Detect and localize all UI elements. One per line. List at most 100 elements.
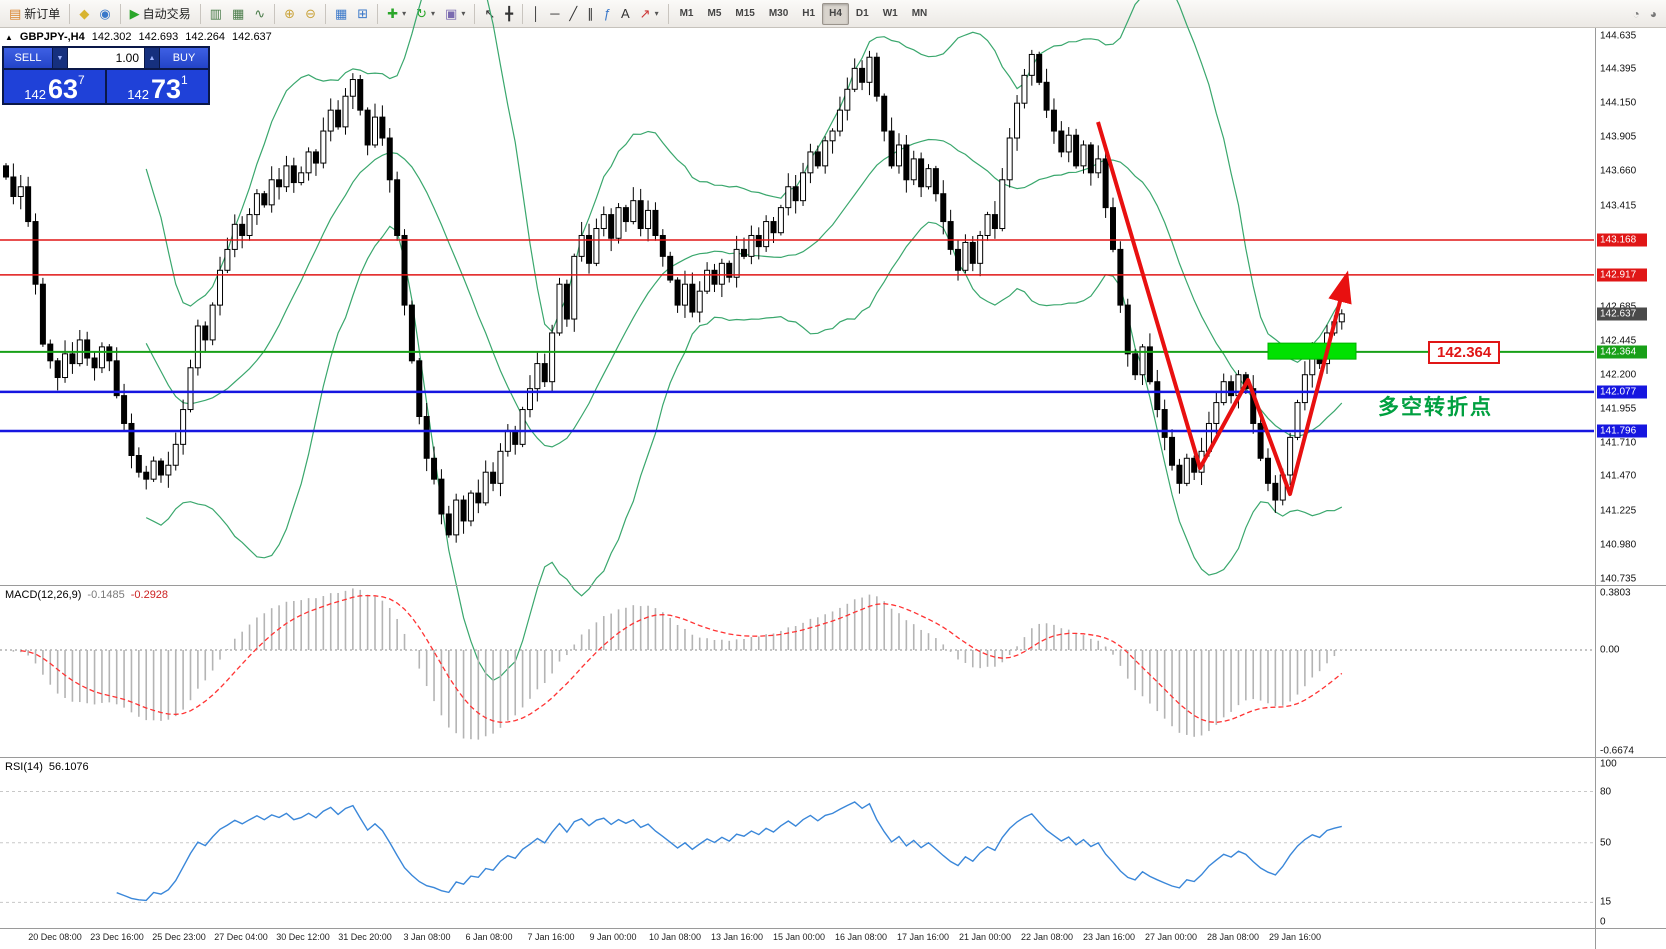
sell-price-base: 142 [24, 87, 46, 102]
candlestick [895, 133, 902, 174]
arrows-icon: ↗ [639, 6, 651, 21]
indicators-icon[interactable]: ✚ ▾ [382, 2, 411, 26]
volume-input[interactable]: 1.00 [68, 48, 144, 68]
new-order-button[interactable]: ▤ 新订单 [4, 2, 65, 26]
zoom-out-icon[interactable]: ⊖ [300, 2, 321, 26]
candlestick [394, 171, 401, 241]
volume-up-button[interactable]: ▲ [145, 48, 159, 68]
candlestick [1272, 475, 1279, 513]
highlight-rectangle[interactable] [1267, 342, 1357, 360]
timeframe-button-h4[interactable]: H4 [822, 2, 849, 25]
sell-price-button[interactable]: 142 63 7 [4, 70, 105, 103]
rsi-scale-label: 100 [1600, 758, 1617, 770]
compass-icon[interactable]: ◆ [74, 2, 94, 26]
timeframe-button-m15[interactable]: M15 [735, 8, 755, 19]
timeframe-button-m1[interactable]: M1 [679, 8, 694, 19]
candlestick [1213, 392, 1220, 434]
candlestick [1132, 349, 1139, 381]
zoom-in-icon[interactable]: ⊕ [279, 2, 300, 26]
crosshair-icon[interactable]: ╋ [500, 2, 518, 26]
buy-price-button[interactable]: 142 73 1 [107, 70, 208, 103]
caret-down-icon[interactable]: ▾ [402, 9, 407, 18]
candlestick [667, 251, 674, 283]
timeframe-button-m30[interactable]: M30 [768, 8, 789, 19]
caret-down-icon[interactable]: ▾ [431, 9, 436, 18]
candlestick [1087, 142, 1094, 186]
candlestick [1228, 375, 1235, 404]
tile-windows-icon[interactable]: ▦ [330, 2, 352, 26]
new-order-button: ▤ [9, 6, 22, 21]
new-chart-icon[interactable]: ⊞ [352, 2, 373, 26]
sell-button[interactable]: SELL [4, 48, 52, 68]
turning-point-note[interactable]: 多空转折点 [1378, 396, 1493, 419]
timeframe-button-d1[interactable]: D1 [855, 8, 869, 19]
candlestick [770, 216, 777, 244]
quote-bar: ▲ GBPJPY-,H4 142.302 142.693 142.264 142… [5, 31, 272, 43]
autotrading-button[interactable]: ▶ 自动交易 [125, 2, 196, 26]
candlestick [873, 52, 880, 102]
buy-price-pips: 73 [150, 74, 182, 104]
channel-icon[interactable]: ∥ [582, 2, 599, 26]
toolbar-separator [119, 3, 121, 24]
price-axis-label: 142.685 [1600, 302, 1636, 313]
zigzag-arrow[interactable] [1096, 121, 1352, 496]
bollinger-upper-band[interactable] [145, 0, 1343, 363]
line-chart-icon[interactable]: ∿ [249, 2, 270, 26]
candlestick [1220, 373, 1227, 406]
candlestick [955, 239, 962, 281]
candlestick [69, 342, 76, 374]
candlestick [785, 173, 792, 216]
candlestick [844, 77, 851, 121]
horizontal-line-icon[interactable]: ─ [545, 2, 564, 26]
toolbar-separator [324, 3, 326, 24]
candlestick [1050, 98, 1057, 144]
candlestick [47, 339, 54, 369]
candlestick [1301, 361, 1308, 411]
timeframe-button-w1[interactable]: W1 [882, 8, 898, 19]
candlestick [1073, 128, 1080, 169]
templates-icon[interactable]: ▣ ▾ [440, 2, 470, 26]
candlestick [1080, 140, 1087, 174]
candlestick [763, 215, 770, 252]
chart-profile-icon[interactable]: ◔ [1632, 6, 1640, 21]
bollinger-middle-band[interactable] [145, 138, 1343, 448]
horizontal-line-icon: ─ [550, 6, 560, 21]
bollinger-lower-band[interactable] [145, 221, 1343, 682]
market-watch-icon[interactable]: ◉ [94, 2, 115, 26]
candlestick [32, 213, 39, 295]
candlestick [312, 149, 319, 176]
buy-button[interactable]: BUY [160, 48, 208, 68]
macd-rsi-separator[interactable] [0, 757, 1666, 758]
time-axis-label: 31 Dec 20:00 [338, 932, 392, 942]
main-macd-separator[interactable] [0, 585, 1666, 586]
candlestick [534, 351, 541, 402]
text-icon[interactable]: A [616, 2, 635, 26]
price-callout[interactable]: 142.364 [1428, 340, 1501, 364]
candlestick [1287, 432, 1294, 486]
volume-down-button[interactable]: ▼ [53, 48, 67, 68]
arrows-icon[interactable]: ↗ ▾ [635, 2, 664, 26]
candlestick [726, 260, 733, 283]
fibonacci-icon[interactable]: ƒ [599, 2, 616, 26]
time-axis-label: 15 Jan 00:00 [772, 932, 826, 942]
candlestick [586, 223, 593, 274]
timeframe-button-h1[interactable]: H1 [802, 8, 816, 19]
toolbar-separator [274, 3, 276, 24]
candlestick [290, 157, 297, 193]
periods-icon[interactable]: ↻ ▾ [411, 2, 440, 26]
timeframe-button-m5[interactable]: M5 [707, 8, 722, 19]
candlestick [977, 230, 984, 277]
fullscreen-icon[interactable]: ◕ [1649, 6, 1657, 21]
vertical-line-icon[interactable]: │ [527, 2, 545, 26]
timeframe-button-mn[interactable]: MN [911, 8, 928, 19]
candlestick [3, 163, 9, 180]
caret-down-icon[interactable]: ▾ [654, 9, 659, 18]
cursor-icon[interactable]: ↖ [479, 2, 500, 26]
trendline-icon[interactable]: ╱ [564, 2, 582, 26]
caret-down-icon[interactable]: ▾ [461, 9, 466, 18]
candlestick [372, 103, 378, 148]
templates-icon: ▣ [445, 6, 458, 21]
bar-chart-icon[interactable]: ▥ [205, 2, 227, 26]
candlestick-chart-icon[interactable]: ▦ [227, 2, 249, 26]
